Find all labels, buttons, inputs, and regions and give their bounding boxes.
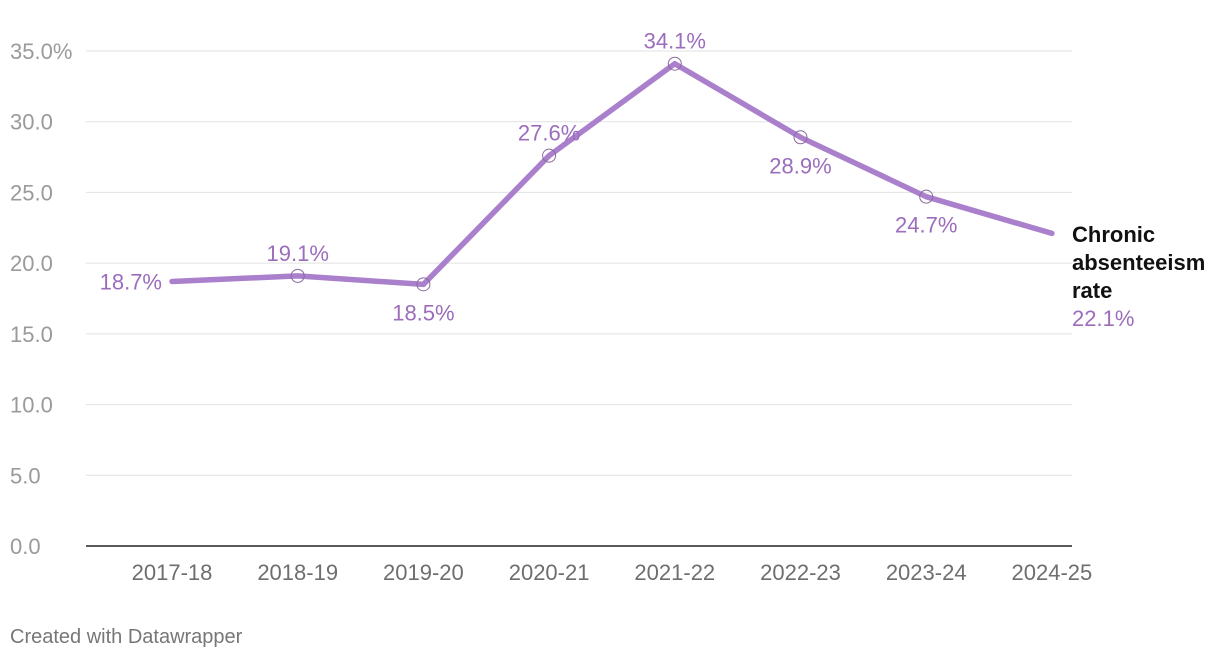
series-name-line: absenteeism [1072, 250, 1205, 275]
y-tick-label: 30.0 [10, 110, 53, 135]
y-tick-label: 20.0 [10, 251, 53, 276]
data-label: 27.6% [518, 121, 580, 146]
data-point-marker [793, 130, 808, 145]
y-tick-label: 5.0 [10, 463, 41, 488]
x-tick-label: 2022-23 [760, 560, 841, 585]
x-tick-label: 2023-24 [886, 560, 967, 585]
line-chart: 0.05.010.015.020.025.030.035.0% 2017-18 2… [10, 29, 1205, 585]
data-label: 28.9% [769, 153, 831, 178]
y-tick-label: 25.0 [10, 180, 53, 205]
series-name-line: Chronic [1072, 222, 1155, 247]
data-label: 34.1% [644, 29, 706, 54]
series-line [169, 60, 1055, 288]
series-label: Chronic absenteeism rate [1072, 222, 1205, 303]
x-tick-label: 2021-22 [634, 560, 715, 585]
data-label: 18.5% [392, 300, 454, 325]
x-tick-label: 2020-21 [509, 560, 590, 585]
data-point-marker [542, 148, 557, 163]
x-axis-ticks: 2017-18 2018-19 2019-20 2020-21 2021-22 2022-… [132, 560, 1093, 585]
x-tick-label: 2017-18 [132, 560, 213, 585]
data-label: 22.1% [1072, 306, 1134, 331]
x-tick-label: 2018-19 [257, 560, 338, 585]
y-tick-label: 35.0% [10, 39, 72, 64]
data-point-marker [290, 268, 305, 283]
y-tick-label: 0.0 [10, 534, 41, 559]
y-tick-label: 10.0 [10, 393, 53, 418]
data-label: 24.7% [895, 213, 957, 238]
data-point-marker [919, 189, 934, 204]
y-axis-ticks: 0.0 5.0 10.0 15.0 20.0 25.0 30.0 35.0% [10, 39, 72, 559]
x-tick-label: 2019-20 [383, 560, 464, 585]
data-label: 19.1% [267, 241, 329, 266]
data-label: 18.7% [100, 270, 162, 295]
data-labels: 18.7% 19.1% 18.5% 27.6% 34.1% 28.9% 24.7% 22.1% [100, 29, 1135, 331]
data-point-marker [667, 56, 682, 71]
data-points [290, 56, 934, 292]
series-name-line: rate [1072, 278, 1112, 303]
y-tick-label: 15.0 [10, 322, 53, 347]
gridlines [86, 50, 1072, 476]
credit-text: Created with Datawrapper [10, 626, 243, 648]
x-tick-label: 2024-25 [1012, 560, 1093, 585]
data-point-marker [416, 277, 431, 292]
